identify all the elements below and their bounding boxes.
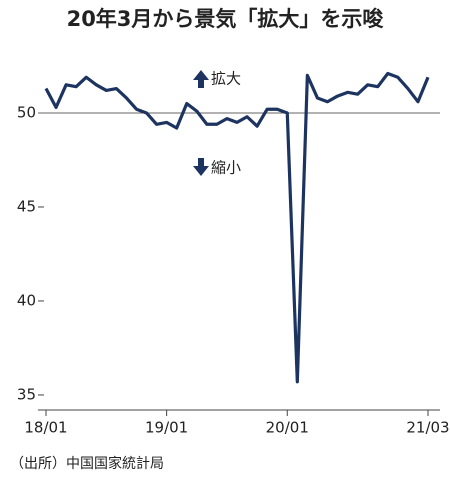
y-tick-label: 35 (17, 385, 36, 403)
y-tick-label: 45 (17, 197, 36, 215)
x-tick-label: 21/03 (406, 419, 449, 437)
annotation: 縮小 (211, 159, 241, 177)
annotation: 拡大 (211, 70, 241, 88)
up-arrow (193, 70, 209, 88)
y-tick-label: 50 (17, 103, 36, 121)
x-tick-label: 19/01 (145, 419, 188, 437)
chart-title: 20年3月から景気「拡大」を示唆 (67, 7, 385, 31)
source: （出所）中国国家統計局 (10, 455, 164, 472)
x-tick-label: 18/01 (24, 419, 67, 437)
down-arrow (193, 158, 209, 176)
line (44, 71, 430, 384)
x-tick-label: 20/01 (266, 419, 309, 437)
y-tick-label: 40 (17, 291, 36, 309)
